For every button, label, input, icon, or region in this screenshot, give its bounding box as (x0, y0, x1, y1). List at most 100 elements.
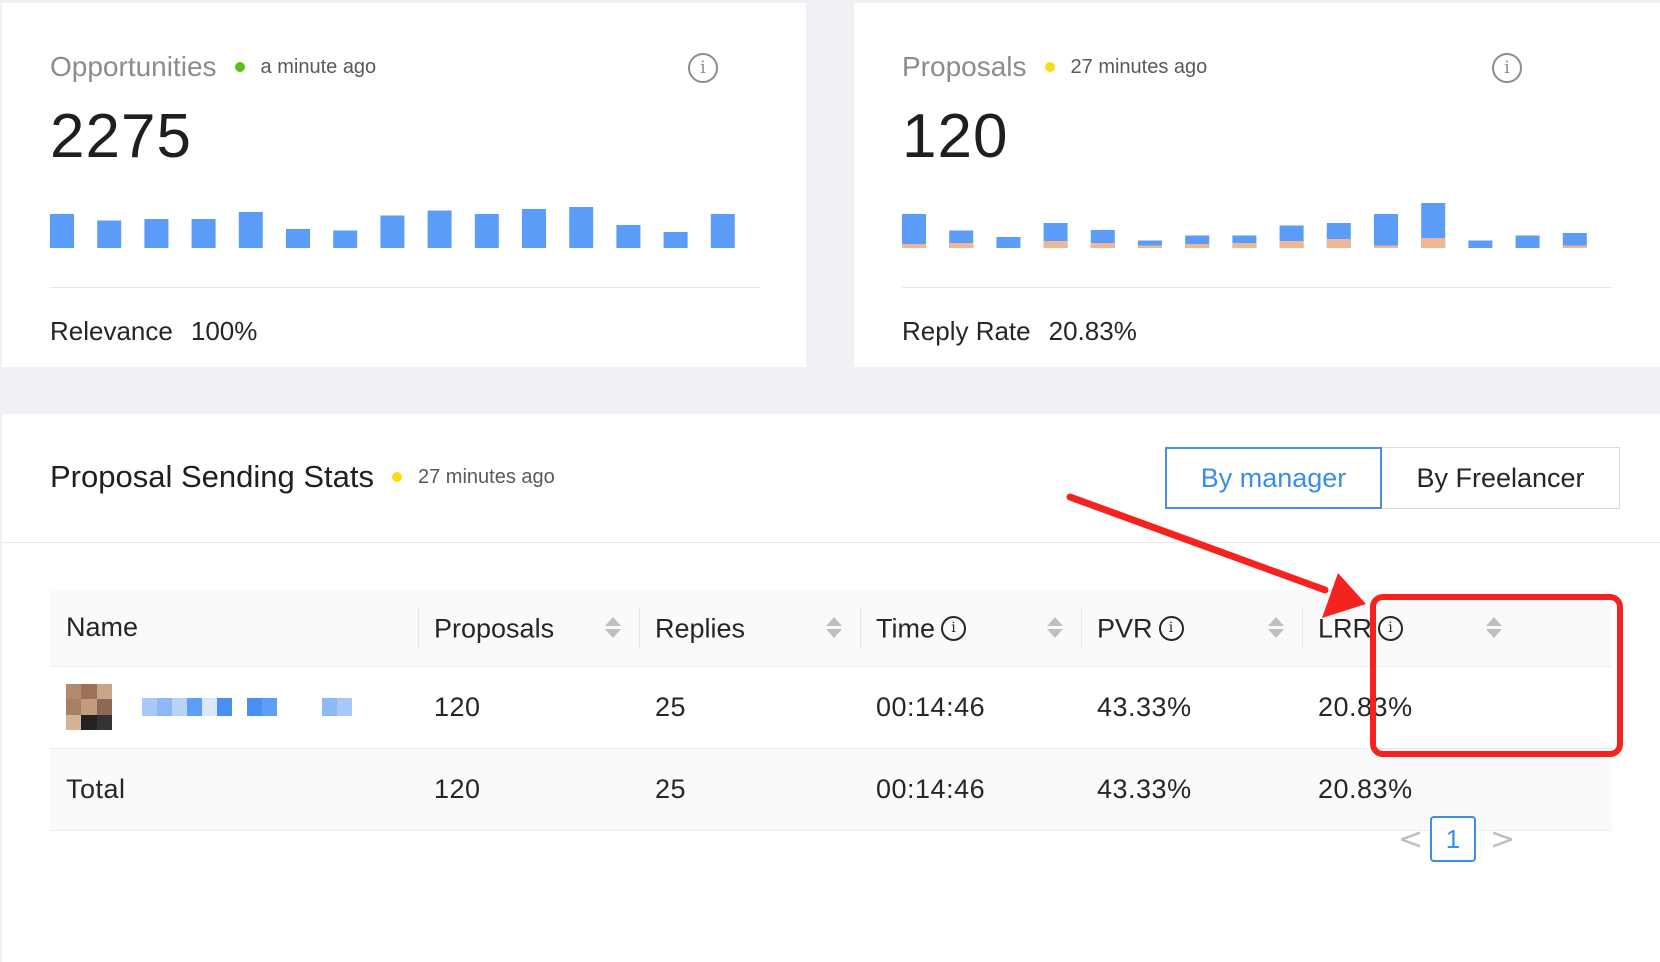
time-cell: 00:14:46 (860, 666, 1081, 749)
chart-bar (569, 207, 594, 248)
chart-bar-replies (1562, 245, 1587, 248)
proposals-value: 120 (902, 102, 1009, 171)
total-proposals-cell: 120 (418, 748, 639, 831)
column-label: Proposals (434, 612, 555, 643)
chart-bar-replies (949, 243, 974, 248)
proposals-cell: 120 (418, 666, 639, 749)
stats-header: Proposal Sending Stats 27 minutes ago (50, 459, 555, 495)
chart-bar (238, 212, 263, 248)
info-circle-icon[interactable]: i (1378, 615, 1404, 641)
column-separator (418, 608, 419, 648)
info-circle-icon[interactable]: i (688, 53, 718, 83)
column-label: Replies (655, 612, 746, 643)
redacted-name (142, 698, 352, 716)
chart-bar (97, 220, 122, 248)
chart-bar (380, 215, 405, 248)
status-dot (1044, 62, 1055, 72)
column-label: LRR (1318, 612, 1373, 643)
chart-bar (663, 232, 688, 248)
column-header-time[interactable]: Time i (860, 590, 1081, 667)
opportunities-card: Opportunities a minute ago i 2275 Releva… (2, 3, 806, 367)
column-separator (1302, 608, 1303, 648)
pvr-cell: 43.33% (1081, 666, 1302, 749)
divider (902, 287, 1612, 288)
view-toggle: By manager By Freelancer (1165, 447, 1620, 509)
chart-bar-replies (1421, 238, 1446, 248)
sort-icon[interactable] (1047, 617, 1063, 638)
chart-bar (50, 214, 74, 248)
chart-bar (286, 229, 310, 248)
sort-icon[interactable] (1268, 617, 1284, 638)
reply-rate-value: 20.83% (1048, 316, 1137, 346)
column-header-pvr[interactable]: PVR i (1081, 590, 1302, 667)
column-label: Name (66, 612, 139, 643)
reply-rate-label: Reply Rate (902, 316, 1031, 346)
avatar (66, 684, 112, 730)
name-cell (50, 666, 418, 749)
chart-bar (427, 210, 452, 248)
proposals-title: Proposals (902, 51, 1027, 82)
sort-icon[interactable] (1486, 617, 1502, 638)
chart-bar (902, 214, 926, 248)
chart-bar (1515, 235, 1540, 248)
chart-bar-replies (1138, 245, 1162, 248)
opportunities-title: Opportunities (50, 51, 217, 82)
sort-icon[interactable] (826, 617, 842, 638)
replies-cell: 25 (639, 666, 860, 749)
stats-updated: 27 minutes ago (418, 465, 555, 488)
chart-bar-replies (1232, 243, 1257, 248)
stats-table: Name Proposals Replies Time i PVR i LRR i (50, 590, 1612, 831)
reply-rate-metric: Reply Rate 20.83% (902, 316, 1137, 347)
pagination-prev-button[interactable]: < (1398, 822, 1424, 857)
total-time-cell: 00:14:46 (860, 748, 1081, 831)
chart-bar (1562, 233, 1587, 248)
pagination: < 1 > (2, 816, 1660, 862)
info-circle-icon[interactable]: i (1158, 615, 1184, 641)
column-separator (1081, 608, 1082, 648)
proposals-bar-chart (902, 203, 1587, 248)
column-separator (639, 608, 640, 648)
column-label: PVR (1097, 612, 1153, 643)
table-header-row: Name Proposals Replies Time i PVR i LRR i (50, 590, 1612, 667)
proposals-header: Proposals 27 minutes ago (902, 51, 1207, 83)
chart-bar (710, 214, 735, 248)
proposals-card: Proposals 27 minutes ago i 120 Reply Rat… (854, 3, 1660, 367)
chart-bar-replies (1090, 243, 1115, 248)
chart-bar (144, 219, 169, 248)
chart-bar-replies (1374, 245, 1398, 248)
column-header-proposals[interactable]: Proposals (418, 590, 639, 667)
by-freelancer-button[interactable]: By Freelancer (1382, 447, 1620, 509)
column-header-replies[interactable]: Replies (639, 590, 860, 667)
column-header-lrr[interactable]: LRR i (1302, 590, 1612, 667)
info-circle-icon[interactable]: i (1492, 53, 1522, 83)
chart-bar-replies (1185, 244, 1210, 248)
divider (50, 287, 760, 288)
column-label: Time (876, 612, 935, 643)
opportunities-header: Opportunities a minute ago (50, 51, 376, 83)
by-manager-button[interactable]: By manager (1165, 447, 1382, 509)
chart-bar (1374, 214, 1398, 248)
opportunities-value: 2275 (50, 102, 192, 171)
status-dot (234, 62, 245, 72)
info-circle-icon[interactable]: i (941, 615, 966, 641)
pagination-page-1[interactable]: 1 (1430, 816, 1476, 862)
total-pvr-cell: 43.33% (1081, 748, 1302, 831)
chart-bar-replies (902, 244, 926, 248)
column-header-name: Name (50, 590, 418, 667)
chart-bar (191, 219, 216, 248)
chart-bar (1138, 240, 1162, 248)
opportunities-updated: a minute ago (260, 55, 377, 78)
pagination-next-button[interactable]: > (1490, 822, 1516, 857)
stats-title: Proposal Sending Stats (50, 459, 374, 494)
chart-bar (616, 225, 641, 248)
proposal-sending-stats-card: Proposal Sending Stats 27 minutes ago By… (2, 414, 1660, 962)
sort-icon[interactable] (605, 617, 621, 638)
chart-bar-replies (1043, 241, 1068, 248)
table-row[interactable]: 120 25 00:14:46 43.33% 20.83% (50, 666, 1612, 749)
total-replies-cell: 25 (639, 748, 860, 831)
total-row: Total 120 25 00:14:46 43.33% 20.83% (50, 748, 1612, 831)
chart-bar (474, 214, 499, 248)
chart-bar (333, 230, 358, 248)
chart-bar (1468, 240, 1493, 248)
divider (2, 542, 1660, 543)
